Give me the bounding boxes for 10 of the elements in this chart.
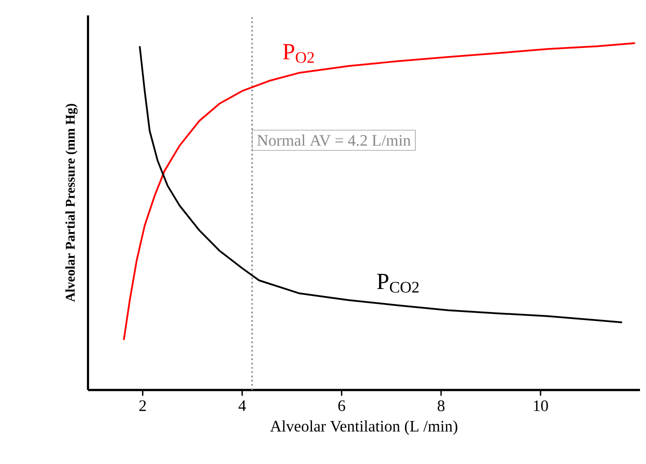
x-tick-label: 10 bbox=[534, 400, 548, 412]
y-axis-title: Alveolar Partial Pressure (mm Hg) bbox=[65, 104, 78, 302]
x-axis-title: Alveolar Ventilation (L /min) bbox=[270, 420, 458, 435]
ref-line-label: Normal AV = 4.2 L/min bbox=[257, 134, 411, 146]
x-tick-label: 2 bbox=[139, 400, 146, 411]
x-tick-label: 8 bbox=[438, 400, 444, 412]
x-tick-label: 6 bbox=[338, 400, 346, 412]
series-label: P$_{CO2}$ bbox=[377, 274, 419, 293]
x-tick-label: 4 bbox=[238, 400, 246, 411]
series-label: P$_{O2}$ bbox=[283, 44, 314, 63]
